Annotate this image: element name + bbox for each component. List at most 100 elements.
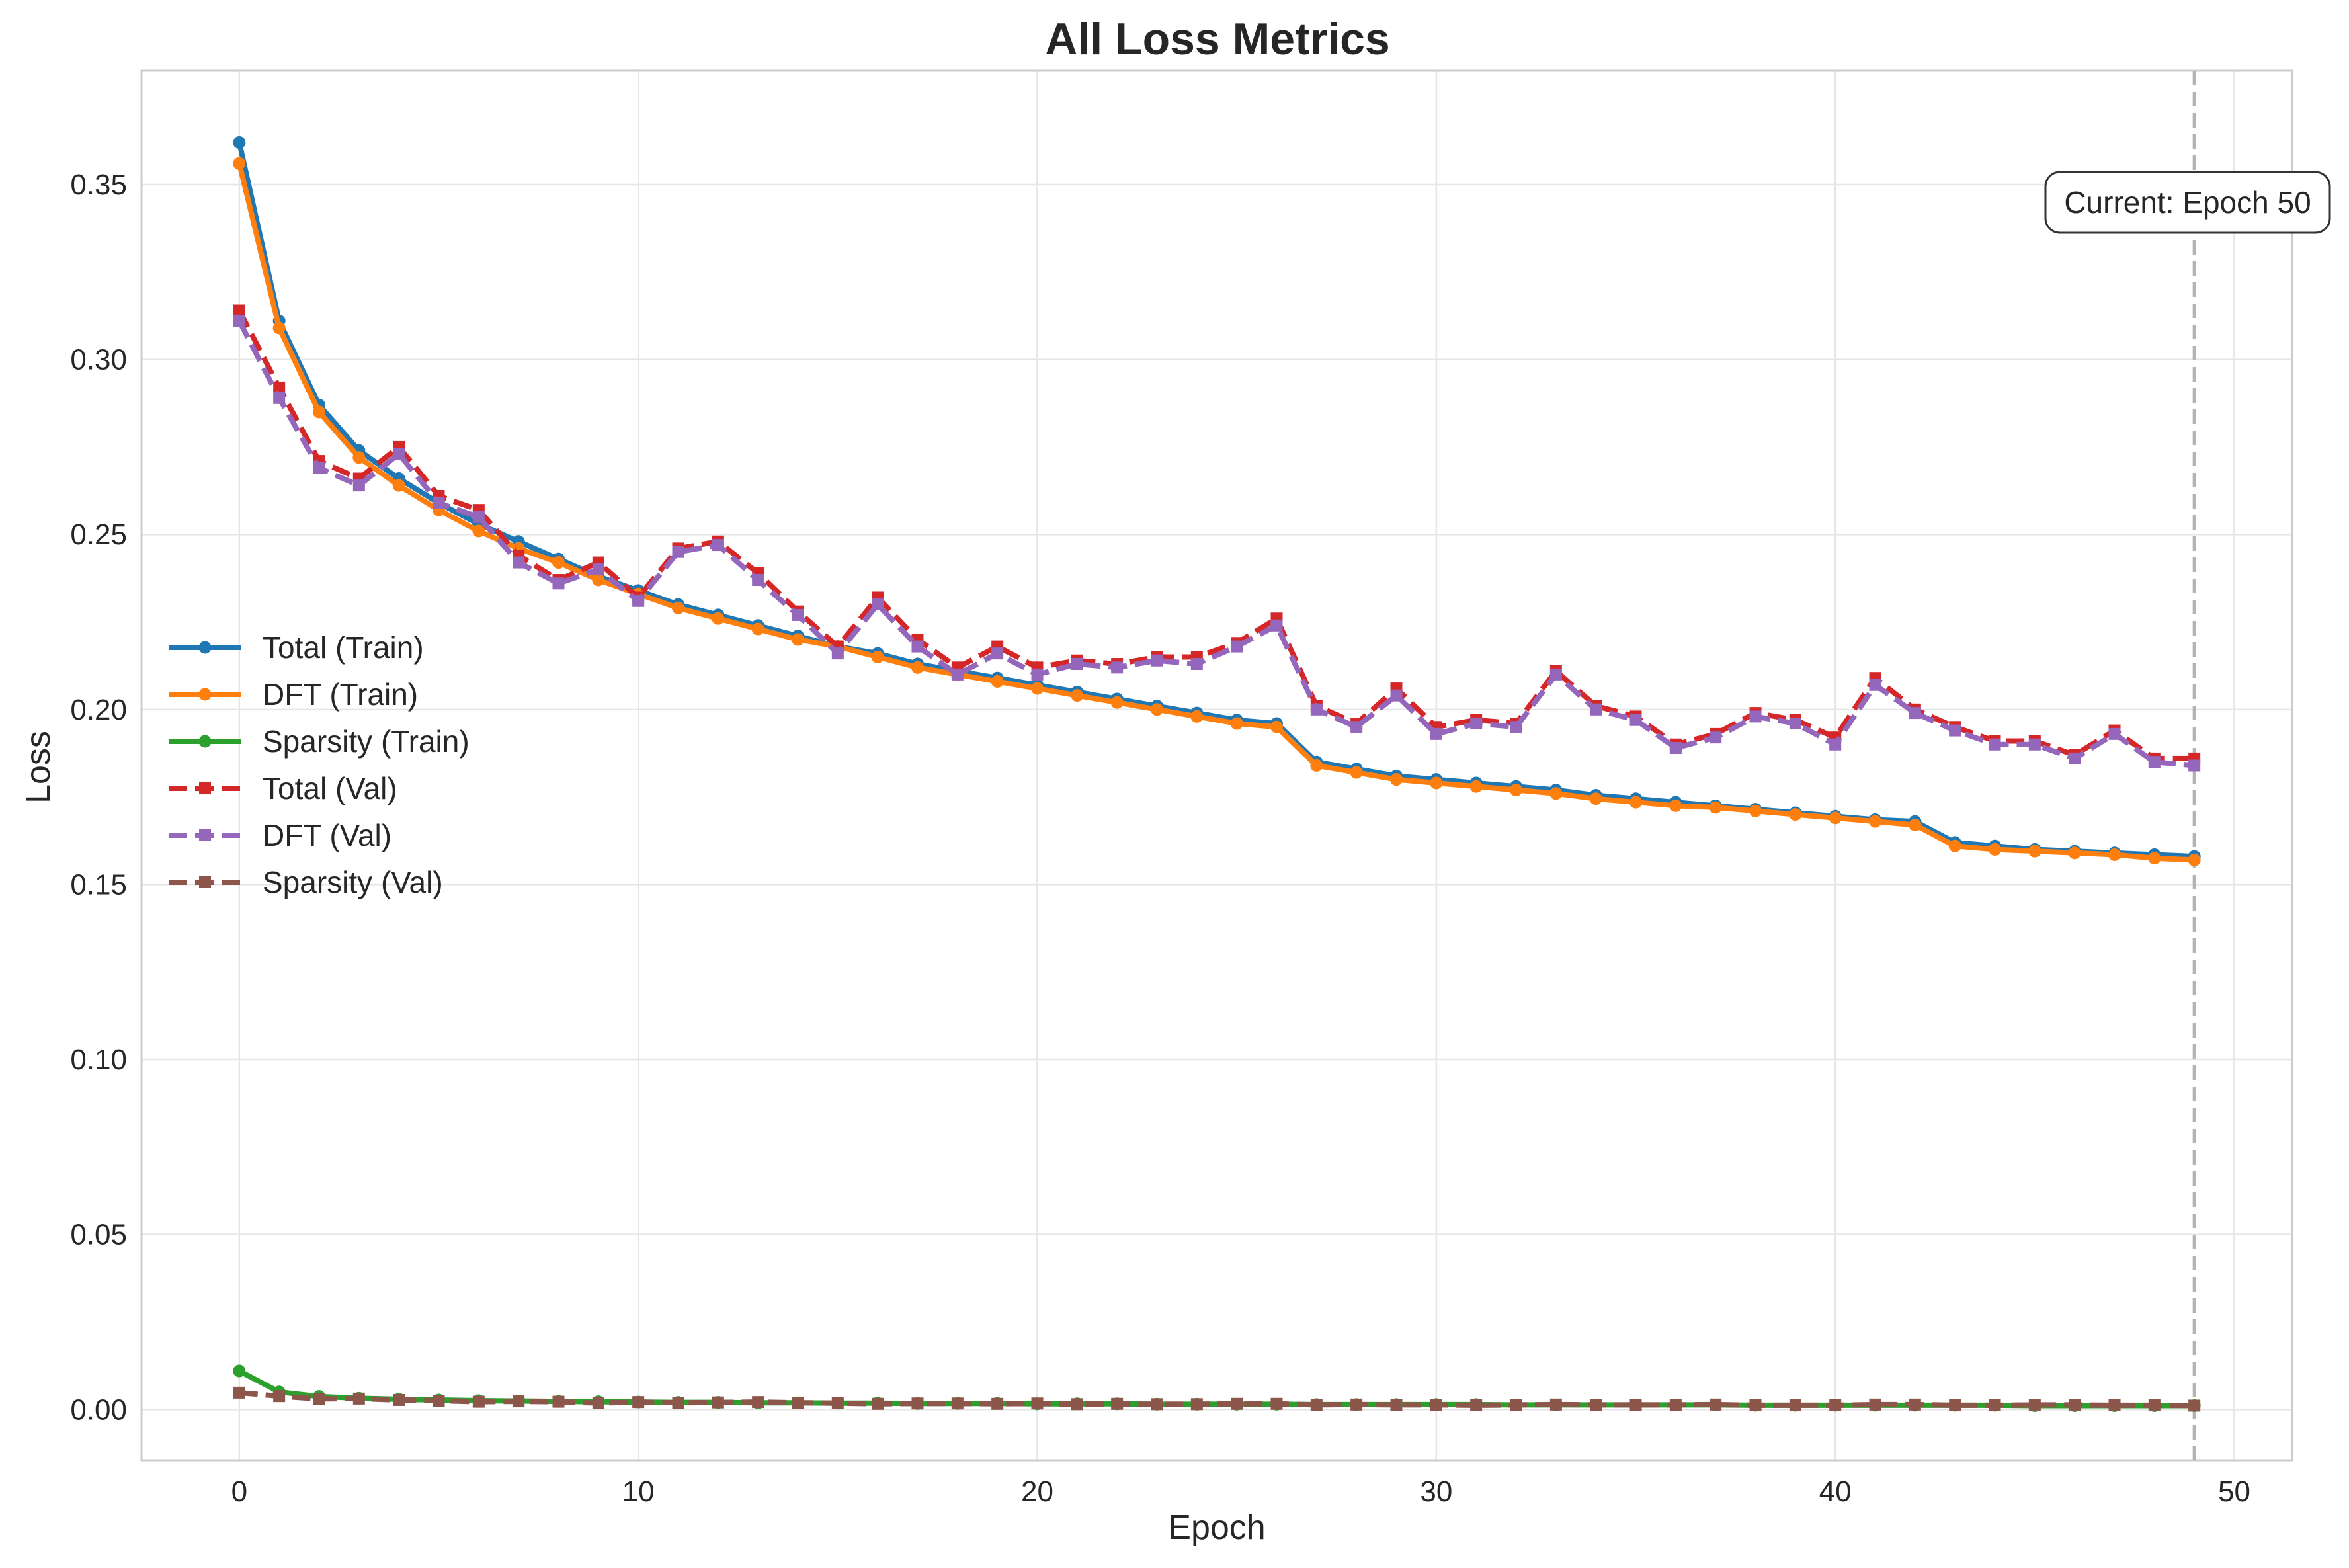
data-point xyxy=(672,546,684,558)
y-tick-label: 0.00 xyxy=(70,1393,127,1426)
legend-marker xyxy=(199,876,211,888)
data-point xyxy=(752,1396,764,1409)
data-point xyxy=(1310,759,1323,772)
data-point xyxy=(991,675,1004,688)
y-tick-label: 0.30 xyxy=(70,344,127,376)
data-point xyxy=(552,577,565,590)
data-point xyxy=(712,539,724,552)
data-point xyxy=(1549,787,1563,800)
plot-frame xyxy=(140,69,2293,1462)
data-point xyxy=(472,524,485,538)
data-point xyxy=(1031,1397,1044,1410)
data-point xyxy=(233,157,246,170)
data-point xyxy=(1030,682,1044,695)
data-point xyxy=(632,1396,645,1409)
data-point xyxy=(1151,654,1163,667)
data-point xyxy=(911,640,924,653)
data-point xyxy=(2069,752,2081,764)
data-point xyxy=(1590,1399,1602,1411)
data-point xyxy=(1710,731,1722,744)
series-dft-val xyxy=(233,315,2201,772)
data-point xyxy=(2108,848,2122,861)
data-point xyxy=(951,668,964,681)
data-point xyxy=(1829,738,1842,751)
data-point xyxy=(872,1397,884,1410)
data-point xyxy=(433,497,445,509)
data-point xyxy=(2188,853,2201,866)
data-point xyxy=(313,462,325,474)
data-point xyxy=(352,1392,365,1405)
data-point xyxy=(592,563,604,576)
data-point xyxy=(2148,756,2161,768)
data-point xyxy=(472,1395,485,1408)
y-tick-label: 0.05 xyxy=(70,1219,127,1251)
data-point xyxy=(1310,1399,1323,1411)
data-point xyxy=(272,321,286,335)
data-point xyxy=(911,1397,924,1410)
legend-marker xyxy=(198,735,212,748)
data-point xyxy=(672,1397,684,1409)
data-point xyxy=(1430,1399,1442,1411)
data-point xyxy=(1310,703,1323,716)
data-point xyxy=(1151,1398,1163,1411)
data-point xyxy=(1111,661,1124,674)
data-point xyxy=(1789,717,1801,729)
data-point xyxy=(1709,801,1722,814)
data-point xyxy=(1071,1398,1083,1411)
data-point xyxy=(1510,721,1522,733)
data-point xyxy=(751,622,764,636)
data-point xyxy=(1749,1399,1762,1411)
data-point xyxy=(1470,717,1483,729)
annotation-text: Current: Epoch 50 xyxy=(2064,185,2311,220)
data-point xyxy=(1390,689,1403,702)
data-point xyxy=(2028,738,2041,751)
y-tick-label: 0.15 xyxy=(70,868,127,901)
data-point xyxy=(1669,742,1682,755)
data-point xyxy=(1071,658,1083,671)
data-point xyxy=(1430,727,1442,740)
data-point xyxy=(1710,1398,1722,1411)
data-point xyxy=(1629,796,1643,809)
data-point xyxy=(313,1393,325,1405)
series-line xyxy=(239,1389,2195,1409)
data-point xyxy=(1110,696,1124,709)
data-point xyxy=(2188,1399,2201,1412)
data-point xyxy=(1909,818,1922,831)
data-point xyxy=(233,315,245,327)
data-point xyxy=(792,608,804,621)
x-tick-labels: 0 10 20 30 40 50 xyxy=(231,1475,2250,1508)
data-point xyxy=(871,650,884,663)
data-point xyxy=(831,647,844,660)
data-point xyxy=(1350,721,1363,733)
data-point xyxy=(2068,846,2081,860)
data-point xyxy=(791,633,804,646)
x-tick-label: 30 xyxy=(1420,1475,1452,1508)
data-point xyxy=(1589,792,1602,805)
data-point xyxy=(1190,1398,1203,1411)
data-point xyxy=(552,556,565,569)
annotation-box xyxy=(2044,171,2331,234)
data-point xyxy=(2108,727,2121,740)
series-sparsity-val xyxy=(233,1386,2201,1412)
series-line xyxy=(236,163,2195,863)
data-point xyxy=(1749,804,1762,817)
legend-label: Sparsity (Train) xyxy=(263,724,470,759)
data-point xyxy=(273,1390,286,1403)
data-point xyxy=(1949,724,1961,737)
legend: Total (Train) DFT (Train) Sparsity (Train)… xyxy=(169,630,470,899)
legend-marker xyxy=(198,641,212,654)
series-line xyxy=(237,309,2195,761)
data-point xyxy=(1270,619,1283,632)
data-point xyxy=(552,1395,565,1408)
data-point xyxy=(1510,1399,1522,1411)
x-tick-label: 0 xyxy=(231,1475,247,1508)
data-point xyxy=(1270,1397,1283,1410)
data-point xyxy=(1190,658,1203,671)
data-point xyxy=(911,661,924,674)
data-point xyxy=(312,405,325,419)
data-point xyxy=(1270,720,1284,733)
legend-marker xyxy=(198,688,212,701)
series-layer xyxy=(233,136,2201,1412)
data-point xyxy=(2188,759,2201,772)
